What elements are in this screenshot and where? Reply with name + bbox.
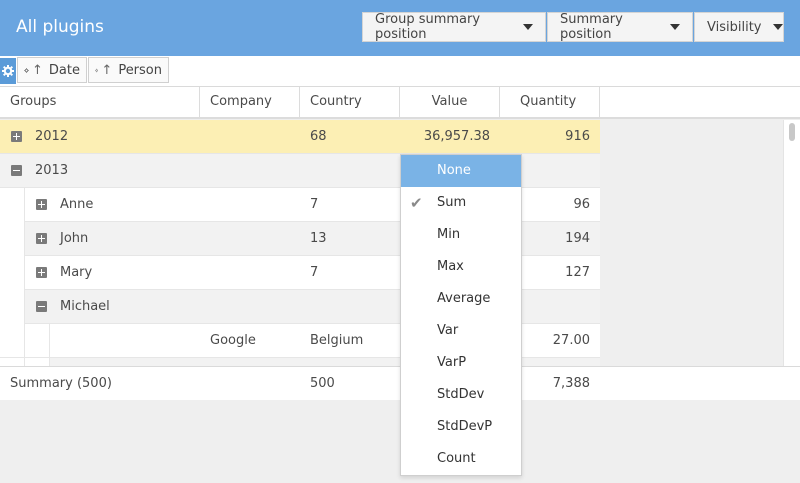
group-settings-button[interactable] — [0, 58, 16, 84]
menu-item-average[interactable]: Average — [401, 283, 521, 315]
column-header-value[interactable]: Value — [400, 87, 500, 117]
table-row[interactable]: 2012 68 36,957.38 916 — [0, 120, 600, 154]
company-cell: Google — [210, 333, 256, 348]
summary-label: Summary (500) — [10, 376, 112, 391]
menu-item-min[interactable]: Min — [401, 219, 521, 251]
group-summary-position-button[interactable]: Group summary position — [362, 12, 546, 42]
group-label: Michael — [60, 299, 110, 314]
menu-item-label: Sum — [437, 195, 467, 210]
group-by-bar: ↑ Date ↑ Person — [0, 56, 800, 87]
indent — [0, 256, 25, 290]
chevron-down-icon — [523, 24, 533, 30]
menu-item-max[interactable]: Max — [401, 251, 521, 283]
expand-icon[interactable] — [36, 267, 47, 278]
column-header-company[interactable]: Company — [200, 87, 300, 117]
group-label: 2013 — [35, 163, 69, 178]
collapse-icon[interactable] — [11, 165, 22, 176]
sort-up-icon[interactable]: ↑ — [101, 62, 113, 78]
summary-position-label: Summary position — [560, 12, 623, 42]
indent — [0, 290, 25, 324]
group-chip-date[interactable]: ↑ Date — [17, 57, 87, 83]
chevron-down-icon — [773, 24, 784, 30]
expand-icon[interactable] — [36, 233, 47, 244]
menu-item-stddevp[interactable]: StdDevP — [401, 411, 521, 443]
quantity-cell: 96 — [573, 197, 590, 212]
summary-country: 500 — [310, 376, 335, 391]
gear-icon — [95, 68, 99, 72]
indent — [0, 188, 25, 222]
value-cell: 36,957.38 — [423, 129, 490, 144]
menu-item-sum[interactable]: ✔ Sum — [401, 187, 521, 219]
indent — [0, 358, 25, 366]
quantity-cell: 27.00 — [552, 333, 590, 348]
group-label: John — [60, 231, 89, 246]
menu-item-label: VarP — [437, 355, 467, 370]
check-icon: ✔ — [410, 194, 423, 212]
group-label: Anne — [60, 197, 94, 212]
menu-item-var[interactable]: Var — [401, 315, 521, 347]
scrollbar-thumb[interactable] — [789, 123, 795, 141]
sort-up-icon[interactable]: ↑ — [32, 62, 43, 78]
menu-item-varp[interactable]: VarP — [401, 347, 521, 379]
indent — [25, 324, 50, 358]
quantity-cell: 127 — [565, 265, 590, 280]
gear-icon — [24, 67, 30, 73]
vertical-scrollbar[interactable] — [783, 120, 800, 366]
menu-item-label: Count — [437, 451, 476, 466]
chevron-down-icon — [670, 24, 680, 30]
menu-item-none[interactable]: None — [401, 155, 521, 187]
quantity-cell: 194 — [565, 231, 590, 246]
aggregate-dropdown-menu: None ✔ Sum Min Max Average Var VarP StdDe… — [400, 154, 522, 476]
group-chip-label: Person — [118, 62, 162, 78]
indent — [25, 358, 50, 366]
table-row[interactable] — [0, 358, 600, 366]
country-cell: Belgium — [310, 333, 364, 348]
page-title: All plugins — [16, 17, 104, 37]
menu-item-label: StdDevP — [437, 419, 493, 434]
group-label: Mary — [60, 265, 93, 280]
group-label: 2012 — [35, 129, 69, 144]
group-chip-label: Date — [48, 62, 80, 78]
menu-item-stddev[interactable]: StdDev — [401, 379, 521, 411]
column-header-quantity[interactable]: Quantity — [500, 87, 600, 117]
menu-item-label: Max — [437, 259, 464, 274]
menu-item-label: None — [437, 163, 471, 178]
menu-item-label: StdDev — [437, 387, 485, 402]
indent — [0, 324, 25, 358]
country-cell: 13 — [310, 231, 327, 246]
expand-icon[interactable] — [36, 199, 47, 210]
menu-item-count[interactable]: Count — [401, 443, 521, 475]
quantity-cell: 916 — [565, 129, 590, 144]
summary-position-button[interactable]: Summary position — [547, 12, 693, 42]
expand-icon[interactable] — [11, 131, 22, 142]
menu-item-label: Min — [437, 227, 461, 242]
group-chip-person[interactable]: ↑ Person — [88, 57, 169, 83]
visibility-button[interactable]: Visibility — [694, 12, 784, 42]
country-cell: 7 — [310, 197, 319, 212]
summary-quantity: 7,388 — [552, 376, 590, 391]
collapse-icon[interactable] — [36, 301, 47, 312]
menu-item-label: Average — [437, 291, 491, 306]
country-cell: 68 — [310, 129, 327, 144]
gear-icon — [2, 65, 14, 77]
indent — [0, 222, 25, 256]
group-summary-position-label: Group summary position — [375, 12, 481, 42]
menu-item-label: Var — [437, 323, 459, 338]
app-header: All plugins Group summary position Summa… — [0, 0, 800, 56]
column-header-groups[interactable]: Groups — [0, 87, 200, 117]
column-header-country[interactable]: Country — [300, 87, 400, 117]
visibility-label: Visibility — [707, 19, 762, 35]
country-cell: 7 — [310, 265, 319, 280]
column-header-row: Groups Company Country Value Quantity — [0, 87, 800, 119]
